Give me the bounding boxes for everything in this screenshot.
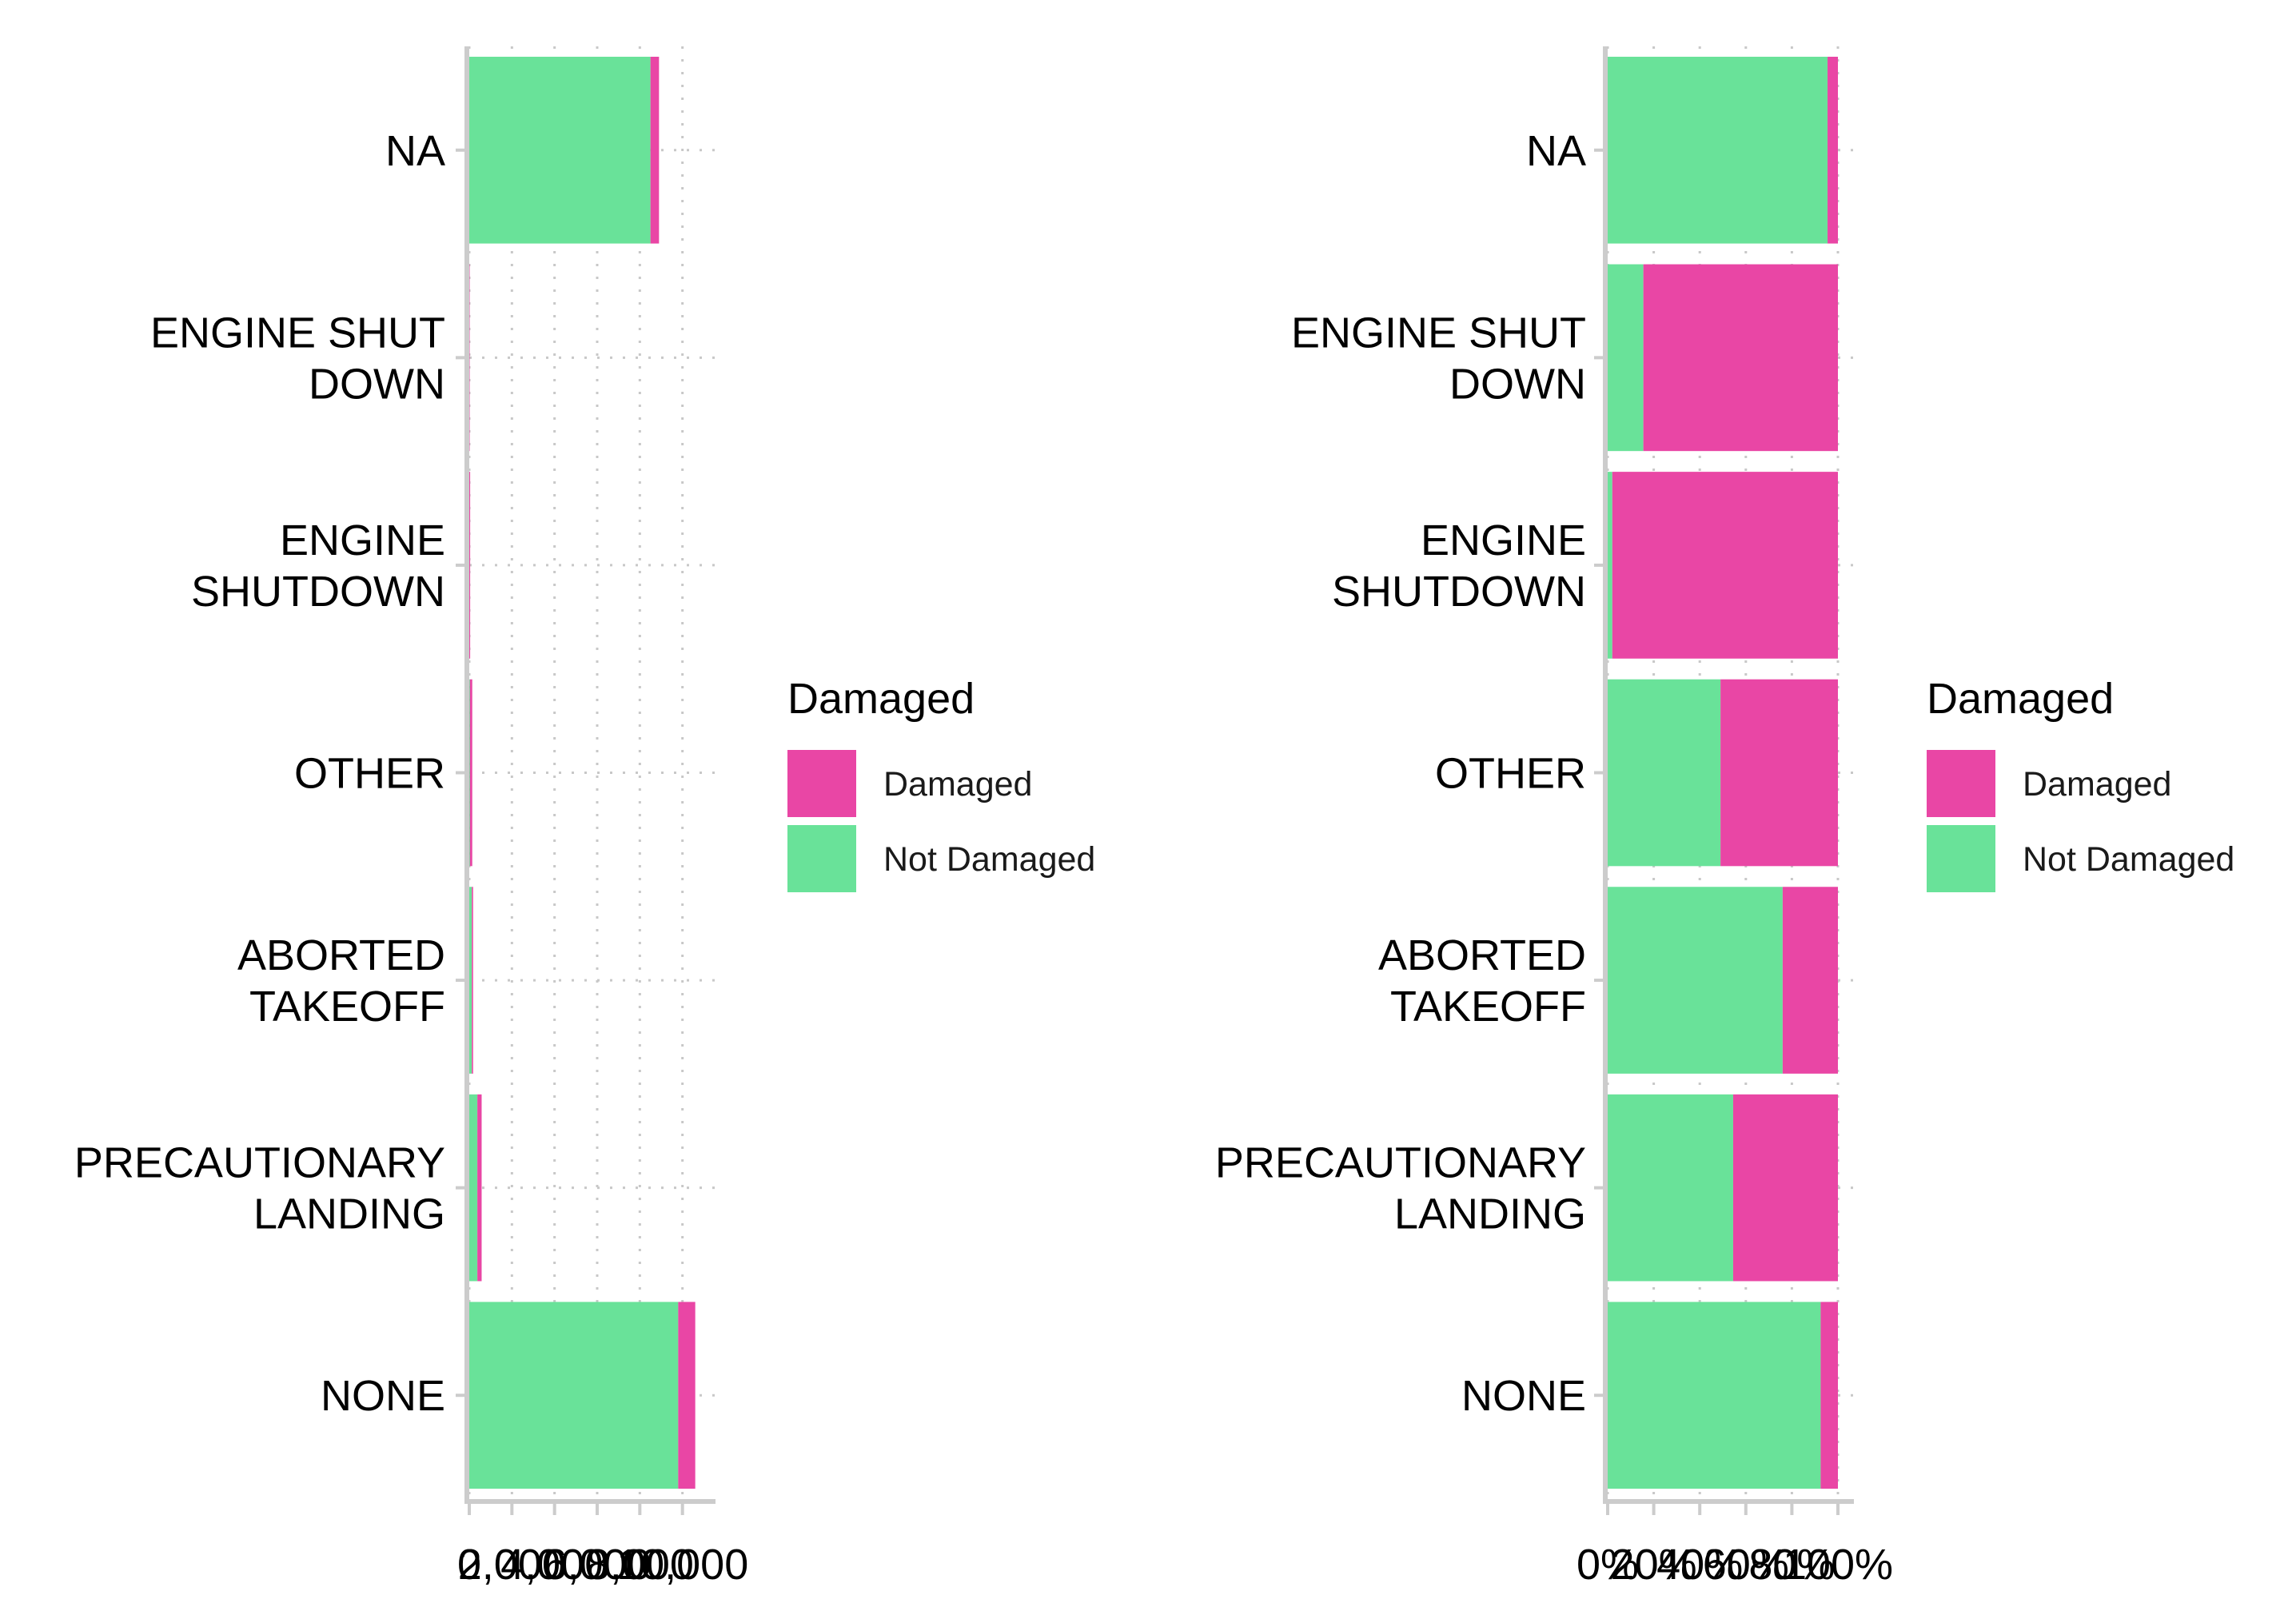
bar-damaged: [1612, 472, 1838, 659]
bar-not-damaged: [1608, 887, 1783, 1074]
legend-swatch-damaged: [787, 750, 856, 817]
bar-not-damaged: [1608, 679, 1721, 867]
y-tick-label: NA: [1526, 127, 1586, 175]
y-tick-label: OTHER: [294, 750, 445, 798]
x-tick-label: 0: [457, 1541, 481, 1589]
y-tick-label: OTHER: [1435, 750, 1586, 798]
bar-not-damaged: [469, 887, 472, 1074]
y-tick-label: NA: [385, 127, 445, 175]
x-tick-label: 0%: [1577, 1541, 1639, 1589]
bar-damaged: [1820, 1302, 1838, 1489]
y-tick-label: ENGINE SHUT DOWN: [1291, 309, 1586, 408]
x-tick-label: 60%: [1703, 1541, 1789, 1589]
legend-title: Damaged: [1927, 675, 2114, 723]
bar-not-damaged: [1608, 264, 1644, 452]
bar-not-damaged: [1608, 472, 1612, 659]
x-tick-label: 80%: [1748, 1541, 1835, 1589]
bar-not-damaged: [1608, 1094, 1733, 1282]
legend: Damaged Damaged Not Damaged: [787, 675, 1095, 892]
bar-not-damaged: [469, 1094, 478, 1282]
y-tick-label: PRECAUTIONARY LANDING: [1215, 1139, 1586, 1238]
bar-damaged: [1782, 887, 1838, 1074]
x-tick-label: 2,000: [458, 1541, 566, 1589]
bar-damaged: [472, 887, 473, 1074]
bar-damaged: [1643, 264, 1838, 452]
bar-not-damaged: [1608, 1302, 1821, 1489]
legend-swatch-not-damaged: [787, 825, 856, 892]
x-tick-label: 6,000: [543, 1541, 651, 1589]
y-tick-label: ENGINE SHUTDOWN: [1332, 516, 1586, 616]
bar-damaged: [1828, 56, 1838, 244]
bar-damaged: [469, 472, 471, 659]
y-tick-label: ABORTED TAKEOFF: [1378, 931, 1586, 1031]
y-tick-label: NONE: [1461, 1372, 1586, 1420]
y-tick-label: ENGINE SHUT DOWN: [150, 309, 445, 408]
bar-not-damaged: [469, 1302, 679, 1489]
chart-panel-2: NA ENGINE SHUT DOWN ENGINE SHUTDOWN OTHER ABOR…: [1215, 46, 2234, 1589]
legend-label: Not Damaged: [883, 840, 1095, 879]
y-tick-label: PRECAUTIONARY LANDING: [74, 1139, 445, 1238]
bar-damaged: [469, 679, 472, 867]
x-tick-label: 100%: [1783, 1541, 1893, 1589]
x-tick-label: 20%: [1611, 1541, 1697, 1589]
legend-label: Damaged: [883, 765, 1032, 804]
bar-not-damaged: [469, 56, 651, 244]
y-tick-label: ABORTED TAKEOFF: [237, 931, 445, 1031]
legend: Damaged Damaged Not Damaged: [1927, 675, 2234, 892]
legend-label: Not Damaged: [2023, 840, 2234, 879]
x-tick-label: 4,000: [500, 1541, 608, 1589]
x-tick-label: 10,000: [616, 1541, 748, 1589]
bar-not-damaged: [469, 679, 470, 867]
chart-panel-1: NA ENGINE SHUT DOWN ENGINE SHUTDOWN OTHER ABOR…: [74, 46, 1095, 1589]
bar-damaged: [1732, 1094, 1838, 1282]
legend-swatch-damaged: [1927, 750, 1995, 817]
y-tick-label: ENGINE SHUTDOWN: [191, 516, 445, 616]
y-tick-label: NONE: [321, 1372, 445, 1420]
bar-damaged: [650, 56, 660, 244]
legend-label: Damaged: [2023, 765, 2171, 804]
legend-swatch-not-damaged: [1927, 825, 1995, 892]
bar-damaged: [1720, 679, 1838, 867]
x-tick-label: 40%: [1656, 1541, 1743, 1589]
legend-title: Damaged: [787, 675, 975, 723]
x-tick-label: 8,000: [586, 1541, 694, 1589]
bar-damaged: [477, 1094, 482, 1282]
bar-damaged: [678, 1302, 696, 1489]
bar-not-damaged: [1608, 56, 1828, 244]
